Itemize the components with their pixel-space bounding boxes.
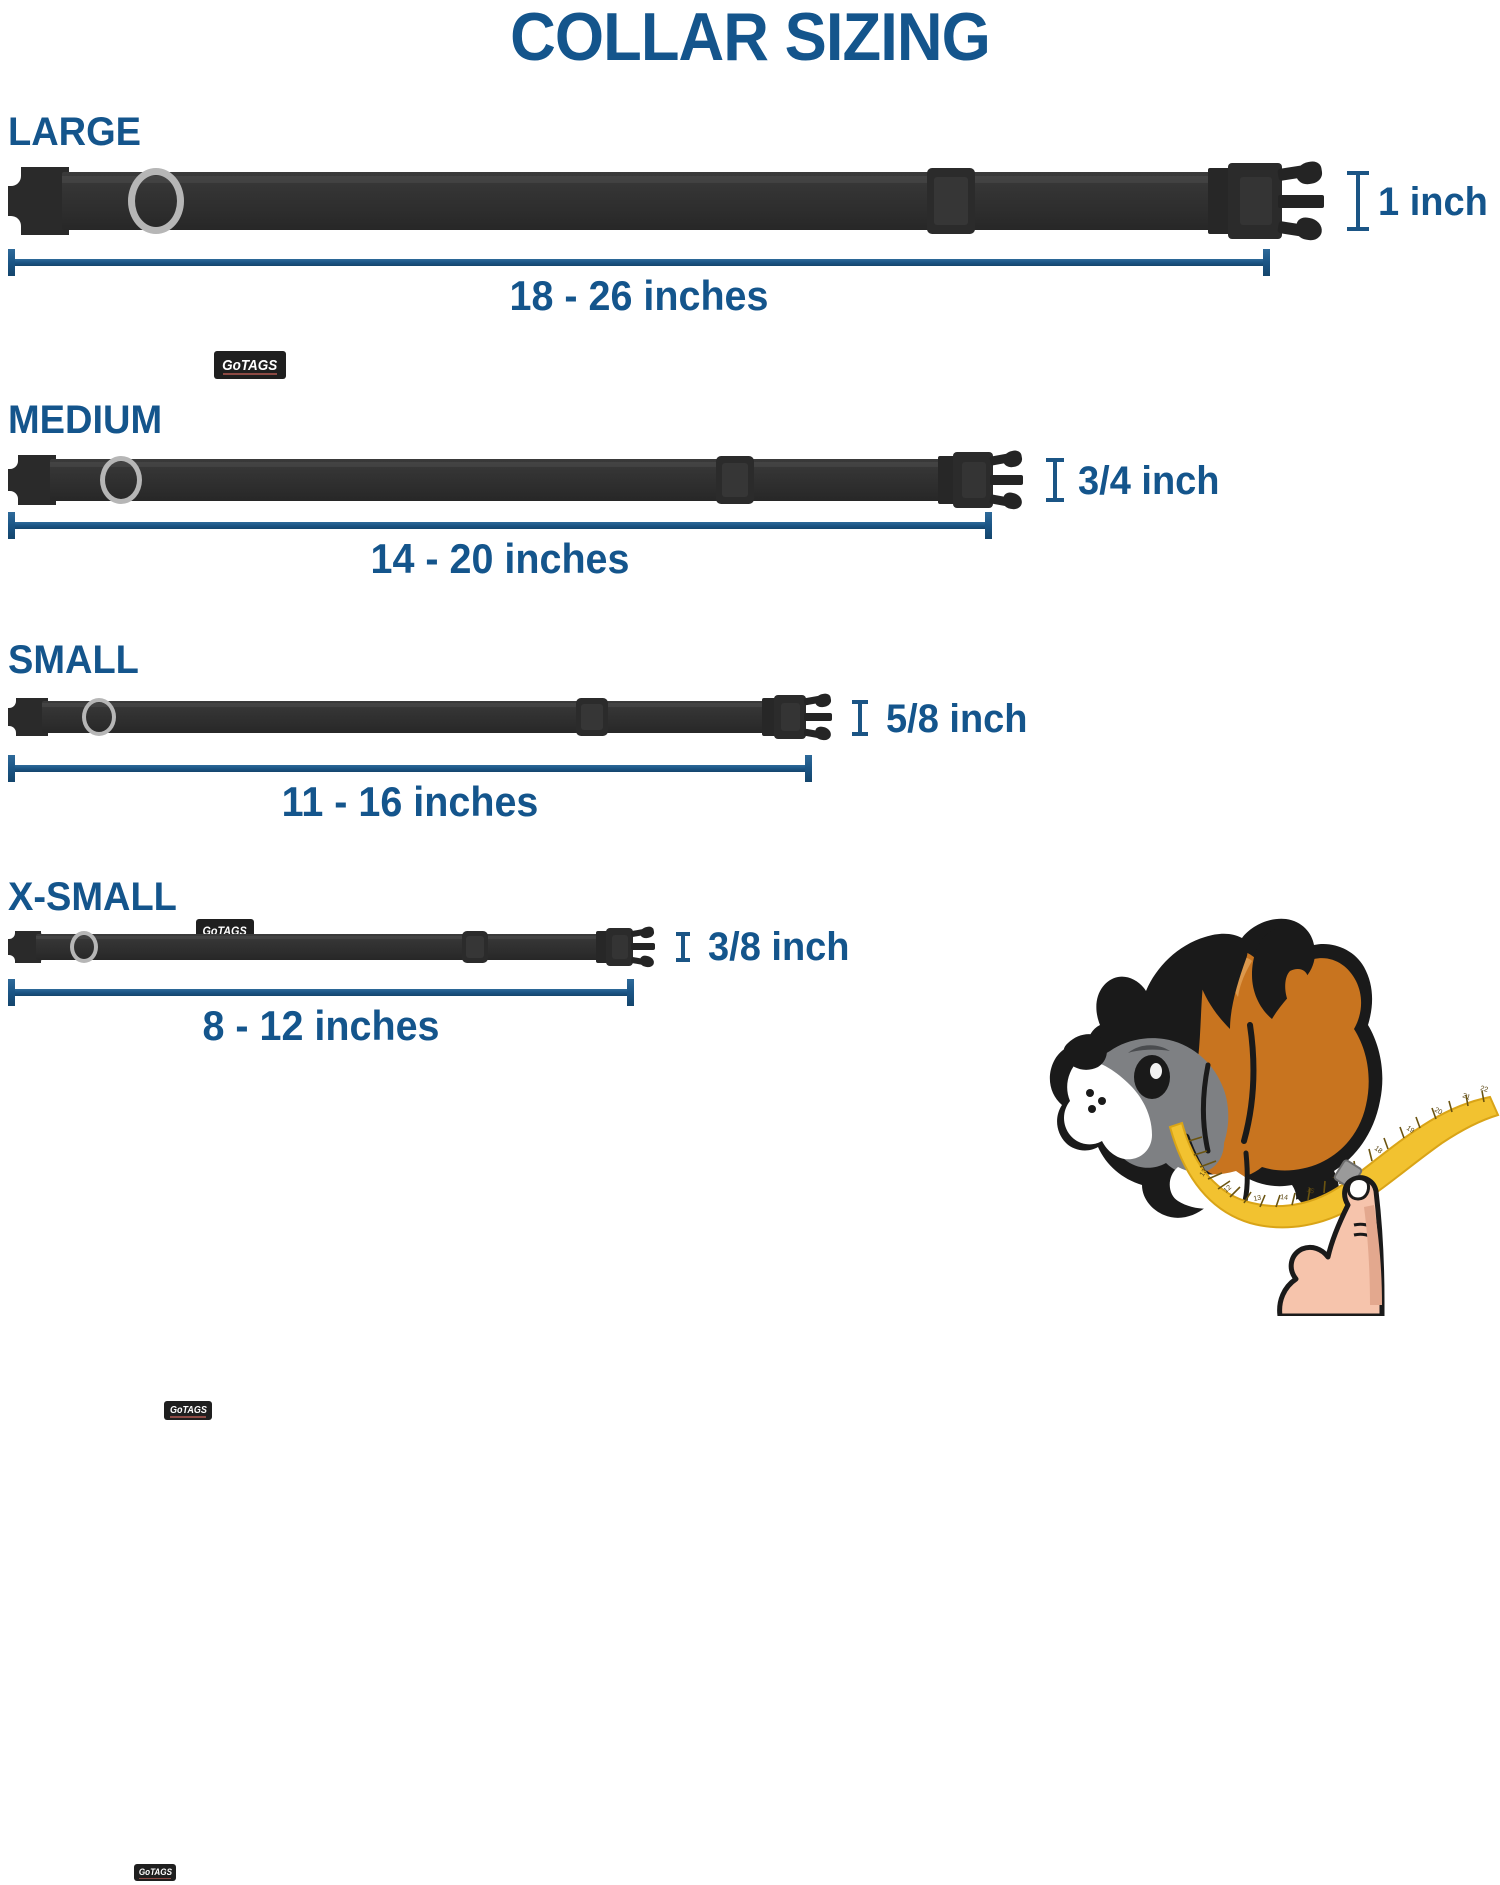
dog-eye-highlight xyxy=(1150,1063,1162,1079)
length-text-medium: 14 - 20 inches xyxy=(370,535,630,582)
svg-text:13: 13 xyxy=(1199,1168,1209,1178)
size-label-large: LARGE xyxy=(8,110,141,154)
engraved-text-xsmall: BELLA 509 754 2760 xyxy=(208,1861,404,1884)
d-ring-medium xyxy=(100,456,142,504)
length-dimension-xsmall xyxy=(8,978,634,1006)
collar-large: GoTAGS BELLA 509 754 2760 xyxy=(0,160,1330,390)
length-text-xsmall: 8 - 12 inches xyxy=(202,1002,440,1049)
svg-text:14: 14 xyxy=(1280,1194,1289,1202)
engraved-text-small: BELLA 509 754 2760 xyxy=(252,1398,485,1426)
width-text-small: 5/8 inch xyxy=(886,697,1028,741)
svg-text:21: 21 xyxy=(1461,1092,1471,1101)
width-indicator-xsmall xyxy=(676,932,690,962)
dog-ear-left xyxy=(1197,935,1248,1029)
svg-text:19: 19 xyxy=(1405,1125,1415,1135)
collar-small: GoTAGS BELLA 509 754 2760 xyxy=(0,692,860,1426)
dog-head-group xyxy=(1049,918,1383,1218)
length-dimension-medium xyxy=(8,511,992,539)
gotags-logo-large: GoTAGS xyxy=(214,351,286,379)
width-text-xsmall: 3/8 inch xyxy=(708,925,850,969)
width-indicator-small xyxy=(852,700,868,736)
svg-text:15: 15 xyxy=(1305,1186,1315,1195)
buckle-right-xsmall xyxy=(596,925,662,969)
dog-eye-brow xyxy=(1128,1045,1170,1053)
collar-xsmall: GoTAGS BELLA 509 754 2760 xyxy=(0,925,680,1884)
width-text-medium: 3/4 inch xyxy=(1078,459,1220,503)
svg-text:22: 22 xyxy=(1480,1085,1489,1094)
length-dimension-large xyxy=(8,248,1270,276)
svg-text:13: 13 xyxy=(1253,1194,1262,1202)
size-label-medium: MEDIUM xyxy=(8,398,163,442)
buckle-right-large xyxy=(1208,160,1328,242)
gotags-logo-text-large: GoTAGS xyxy=(222,356,278,374)
svg-text:12: 12 xyxy=(1223,1184,1234,1194)
dog-fur-line xyxy=(1201,1062,1211,1154)
dog-ear-right xyxy=(1252,926,1315,1019)
svg-text:20: 20 xyxy=(1433,1107,1443,1117)
width-indicator-medium xyxy=(1046,458,1064,502)
keeper-medium xyxy=(716,456,754,504)
fingernail xyxy=(1346,1177,1370,1201)
gotags-logo-small: GoTAGS xyxy=(164,1401,212,1420)
width-indicator-large xyxy=(1347,171,1369,231)
length-text-large: 18 - 26 inches xyxy=(509,272,769,319)
strap-xsmall xyxy=(36,934,606,960)
dog-measuring-illustration: 13 12 13 14 15 16 18 19 20 21 22 xyxy=(950,905,1500,1319)
d-ring-large xyxy=(128,168,184,234)
svg-text:18: 18 xyxy=(1373,1145,1384,1155)
strap-large xyxy=(62,172,1222,230)
buckle-right-small xyxy=(762,692,840,742)
whisker-dot xyxy=(1088,1105,1096,1113)
hand-holding-tape xyxy=(1277,1175,1385,1319)
page-title: COLLAR SIZING xyxy=(510,0,991,75)
keeper-xsmall xyxy=(462,931,488,963)
dog-nose xyxy=(1063,1034,1107,1070)
buckle-right-medium xyxy=(938,449,1028,511)
length-dimension-small xyxy=(8,754,812,782)
collar-medium: GoTAGS BELLA 509 754 2760 xyxy=(0,449,1040,950)
d-ring-xsmall xyxy=(70,931,98,963)
keeper-large xyxy=(927,168,975,234)
d-ring-small xyxy=(82,698,116,736)
gotags-logo-text-small: GoTAGS xyxy=(169,1404,207,1416)
whisker-dot xyxy=(1098,1097,1106,1105)
keeper-small xyxy=(576,698,608,736)
width-text-large: 1 inch xyxy=(1378,180,1488,224)
dog-ear-right-inner xyxy=(1285,969,1308,1001)
dog-fur-line xyxy=(1241,1022,1257,1144)
engraved-text-large: BELLA 509 754 2760 xyxy=(330,344,712,390)
length-text-small: 11 - 16 inches xyxy=(281,778,539,825)
whisker-dot xyxy=(1086,1089,1094,1097)
hand-shadow xyxy=(1364,1205,1382,1305)
gotags-logo-text-medium: GoTAGS xyxy=(202,923,248,938)
tape-body xyxy=(1168,1095,1500,1229)
dog-eye xyxy=(1134,1055,1170,1099)
strap-medium xyxy=(50,459,950,501)
gotags-logo-text-xsmall: GoTAGS xyxy=(138,1867,172,1877)
gotags-logo-xsmall: GoTAGS xyxy=(134,1864,176,1881)
dog-blaze-white xyxy=(1064,1060,1152,1160)
size-label-xsmall: X-SMALL xyxy=(8,875,177,919)
size-label-small: SMALL xyxy=(8,638,139,682)
strap-small xyxy=(42,701,772,733)
